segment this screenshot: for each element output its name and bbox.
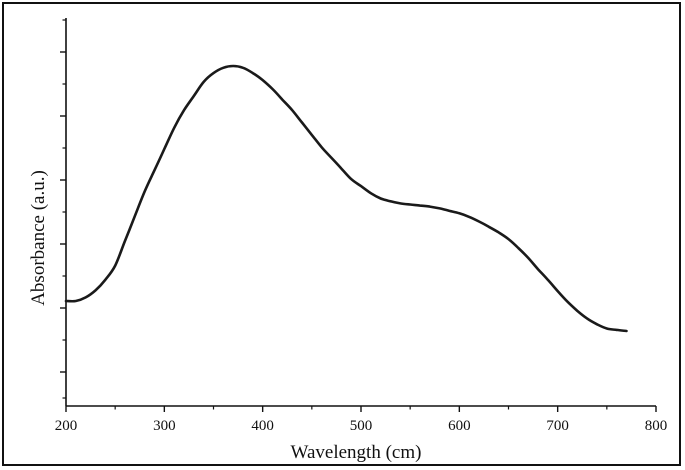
x-tick-label: 300 bbox=[153, 418, 176, 434]
chart-frame bbox=[2, 2, 681, 466]
x-tick-label: 500 bbox=[350, 418, 373, 434]
axes bbox=[65, 18, 656, 407]
x-axis-title: Wavelength (cm) bbox=[291, 442, 422, 463]
y-axis-title: Absorbance (a.u.) bbox=[28, 170, 49, 306]
x-tick-label: 700 bbox=[546, 418, 569, 434]
tick-labels: 200 300 400 500 600 700 800 bbox=[55, 418, 668, 434]
x-tick-label: 800 bbox=[645, 418, 668, 434]
absorbance-curve bbox=[64, 64, 628, 333]
x-tick-label: 600 bbox=[448, 418, 471, 434]
ticks bbox=[60, 19, 657, 412]
x-tick-label: 400 bbox=[251, 418, 274, 434]
x-tick-label: 200 bbox=[55, 418, 78, 434]
